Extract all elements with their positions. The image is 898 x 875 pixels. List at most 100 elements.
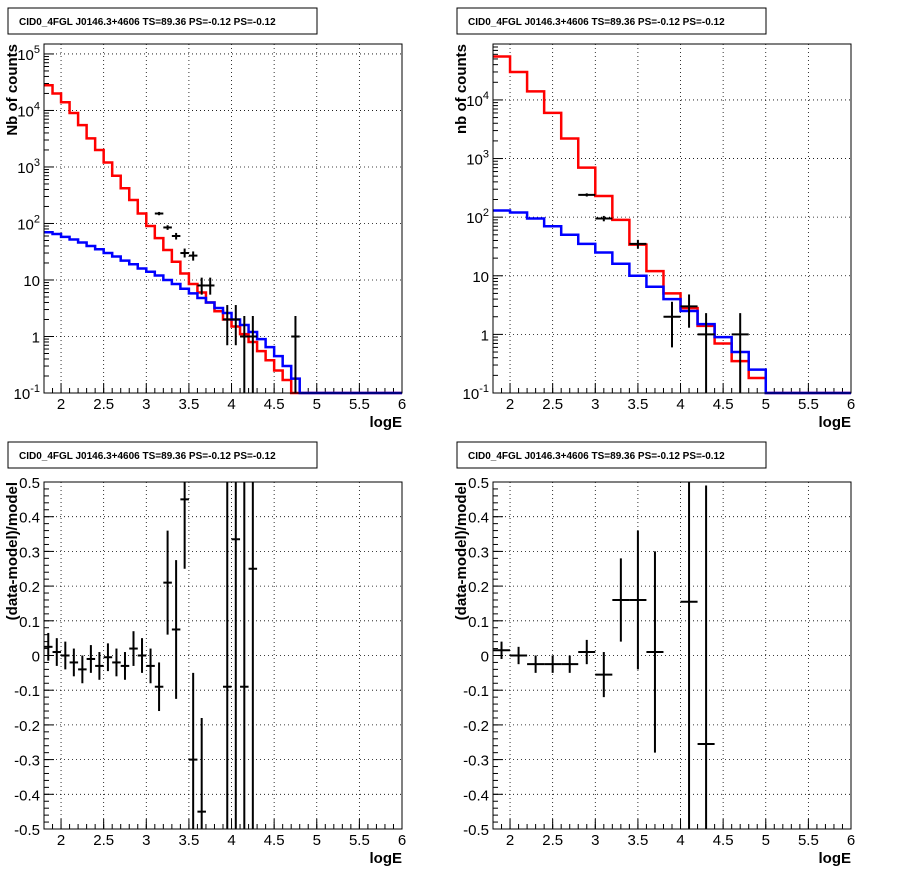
x-tick-label: 4.5 (264, 832, 285, 849)
data-point (137, 638, 147, 673)
x-tick-label: 4 (227, 396, 235, 413)
y-tick-label: 10 (23, 273, 40, 290)
data-point (171, 560, 181, 699)
chart-title: CID0_4FGL J0146.3+4606 TS=89.36 PS=-0.12… (19, 451, 276, 462)
x-axis-title: logE (370, 414, 403, 431)
x-tick-label: 3.5 (627, 832, 648, 849)
y-tick-label: 0.5 (468, 475, 489, 492)
x-tick-label: 6 (398, 396, 406, 413)
data-point (629, 530, 647, 670)
chart-panel-3: CID0_4FGL J0146.3+4606 TS=89.36 PS=-0.12… (4, 441, 406, 867)
x-tick-label: 5 (762, 396, 770, 413)
x-tick-label: 3 (142, 832, 150, 849)
data-point (78, 655, 87, 684)
data-point (44, 632, 53, 661)
data-point (240, 482, 249, 829)
data-point (188, 251, 198, 261)
y-tick-label: -0.3 (463, 753, 489, 770)
data-point (291, 316, 300, 393)
data-point (223, 305, 232, 346)
y-tick-label: -0.5 (14, 822, 40, 839)
data-point (248, 482, 258, 829)
y-tick-label: 0.1 (19, 614, 40, 631)
x-tick-label: 3 (591, 396, 599, 413)
chart-panel-1: CID0_4FGL J0146.3+4606 TS=89.36 PS=-0.12… (4, 7, 406, 431)
plot-frame (492, 43, 852, 394)
x-tick-label: 6 (398, 832, 406, 849)
y-tick-label: 0.4 (468, 510, 489, 527)
data-point (61, 641, 70, 670)
plot-frame (43, 43, 403, 394)
data-point (680, 482, 698, 829)
chart-panel-4: CID0_4FGL J0146.3+4606 TS=89.36 PS=-0.12… (453, 441, 855, 867)
x-tick-label: 3 (591, 832, 599, 849)
data-point (188, 672, 198, 829)
data-point (231, 482, 241, 829)
x-tick-label: 2 (506, 396, 514, 413)
data-point (205, 277, 215, 295)
y-tick-label: 0.3 (19, 544, 40, 561)
x-tick-label: 3.5 (178, 832, 199, 849)
x-tick-label: 3 (142, 396, 150, 413)
x-tick-label: 5.5 (349, 396, 370, 413)
x-tick-label: 2.5 (93, 832, 114, 849)
data-point (180, 482, 189, 569)
y-tick-label: 10 (472, 269, 489, 286)
y-tick-label: 1 (481, 327, 489, 344)
y-axis-title: (data-model)/model (4, 482, 21, 620)
y-tick-label: 105 (17, 44, 40, 64)
title-box (7, 7, 318, 35)
data-point (663, 301, 681, 348)
plot-frame (492, 481, 852, 830)
data-point (86, 645, 96, 673)
chart-title: CID0_4FGL J0146.3+4606 TS=89.36 PS=-0.12… (468, 451, 725, 462)
y-tick-label: 0.3 (468, 544, 489, 561)
x-tick-label: 3.5 (627, 396, 648, 413)
title-box (456, 7, 767, 35)
y-tick-label: -0.1 (14, 683, 40, 700)
data-point (561, 655, 579, 673)
data-point (578, 639, 596, 665)
y-tick-label: 104 (17, 100, 40, 120)
x-tick-label: 5.5 (798, 396, 819, 413)
y-tick-label: 10-1 (463, 383, 489, 403)
x-tick-label: 4.5 (264, 396, 285, 413)
data-point (197, 277, 206, 295)
chart-panel-2: CID0_4FGL J0146.3+4606 TS=89.36 PS=-0.12… (453, 7, 855, 431)
data-point (629, 239, 647, 249)
y-tick-label: 0 (481, 649, 489, 666)
y-tick-label: -0.5 (463, 822, 489, 839)
data-point (146, 648, 155, 684)
x-tick-label: 5.5 (349, 832, 370, 849)
x-tick-label: 3.5 (178, 396, 199, 413)
data-point (163, 530, 172, 635)
data-point (510, 646, 528, 665)
plot-frame (43, 481, 403, 830)
x-tick-label: 4 (676, 832, 684, 849)
title-box (456, 441, 767, 469)
x-tick-label: 6 (847, 832, 855, 849)
data-point (69, 648, 79, 677)
y-tick-label: -0.4 (463, 787, 489, 804)
data-point (680, 294, 698, 328)
data-point (129, 631, 138, 666)
y-tick-label: 0.2 (468, 579, 489, 596)
data-point (527, 655, 545, 673)
y-tick-label: -0.4 (14, 787, 40, 804)
data-point (697, 485, 715, 829)
data-point (697, 313, 715, 393)
total-model-curve (44, 83, 402, 395)
y-tick-label: 0.2 (19, 579, 40, 596)
chart-title: CID0_4FGL J0146.3+4606 TS=89.36 PS=-0.12… (19, 17, 276, 28)
y-tick-label: 103 (466, 149, 489, 169)
x-tick-label: 2.5 (542, 396, 563, 413)
data-point (180, 248, 189, 258)
data-point (163, 225, 172, 230)
data-point (103, 643, 113, 672)
data-point (731, 313, 749, 393)
data-point (95, 652, 104, 680)
data-point (112, 648, 121, 677)
source-model-curve (44, 230, 402, 395)
data-point (154, 662, 164, 712)
